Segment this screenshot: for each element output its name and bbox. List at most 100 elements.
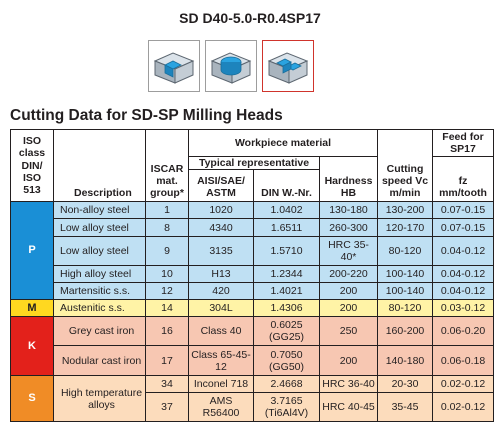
section-title: Cutting Data for SD-SP Milling Heads — [10, 107, 283, 124]
table-row: K Grey cast iron 16 Class 40 0.6025 (GG2… — [10, 316, 494, 377]
table-row: P Non-alloy steel 1 1020 1.0402 130-180 … — [10, 201, 494, 301]
cell-feed: 0.04-0.12 — [432, 236, 494, 267]
table-row: High alloy steel 10 H13 1.2344 200-220 1… — [11, 265, 494, 284]
cell-din: 1.0402 — [253, 201, 320, 220]
cell-aisi: 4340 — [188, 218, 254, 238]
cell-hardness: 260-300 — [319, 218, 378, 238]
insert-cutter-round-icon — [205, 40, 257, 92]
header-speed: Cutting speed Vc m/min — [377, 128, 433, 203]
cell-description: Low alloy steel — [53, 218, 146, 238]
table-row: S High temperature alloys 34 Inconel 718… — [10, 375, 494, 423]
cell-group: 14 — [145, 299, 189, 318]
iso-group-k: K — [10, 316, 54, 377]
table-row: Martensitic s.s. 12 420 1.4021 200 100-1… — [11, 282, 494, 301]
cell-group: 17 — [145, 345, 189, 377]
header-hardness: Hardness HB — [319, 155, 378, 203]
cell-speed: 80-120 — [377, 236, 433, 267]
cell-group: 16 — [145, 316, 189, 347]
cell-speed: 140-180 — [377, 345, 433, 377]
cell-aisi: 420 — [188, 282, 254, 301]
insert-cutter-selected-icon — [262, 40, 314, 92]
cell-feed: 0.06-0.18 — [432, 345, 494, 377]
cell-speed: 80-120 — [377, 299, 433, 318]
iso-group-s: S — [10, 375, 54, 423]
cell-hardness: HRC 36-40 — [319, 375, 378, 394]
cell-hardness: 200 — [319, 345, 378, 377]
cell-speed: 20-30 — [377, 375, 433, 394]
cell-din: 0.6025 (GG25) — [253, 316, 320, 347]
cell-hardness: 200 — [319, 299, 378, 318]
cell-din: 1.4306 — [253, 299, 320, 318]
cutting-data-table: ISO class DIN/ ISO 513 Description ISCAR… — [10, 128, 494, 423]
cell-hardness: 130-180 — [319, 201, 378, 220]
cell-aisi: Class 65-45-12 — [188, 345, 254, 377]
cell-description: Non-alloy steel — [53, 201, 146, 220]
cell-din: 3.7165 (Ti6Al4V) — [253, 392, 320, 423]
header-feed: fz mm/tooth — [432, 155, 494, 203]
cell-description: Low alloy steel — [53, 236, 146, 267]
cell-din: 2.4668 — [253, 375, 320, 394]
cell-aisi: 1020 — [188, 201, 254, 220]
cell-description: High alloy steel — [53, 265, 146, 284]
table-row: Low alloy steel 8 4340 1.6511 260-300 12… — [11, 218, 494, 238]
table-row: M Austenitic s.s. 14 304L 1.4306 200 80-… — [10, 299, 494, 318]
cell-feed: 0.02-0.12 — [432, 392, 494, 423]
cell-speed: 35-45 — [377, 392, 433, 423]
insert-cutter-icon — [148, 40, 200, 92]
cell-aisi: Inconel 718 — [188, 375, 254, 394]
cell-group: 34 — [145, 375, 189, 394]
insert-icons — [148, 40, 314, 92]
cell-speed: 120-170 — [377, 218, 433, 238]
cell-group: 8 — [145, 218, 189, 238]
cell-hardness: HRC 40-45 — [319, 392, 378, 423]
cell-hardness: 250 — [319, 316, 378, 347]
cell-description: Austenitic s.s. — [53, 299, 146, 318]
product-code: SD D40-5.0-R0.4SP17 — [179, 10, 321, 26]
cell-group: 9 — [145, 236, 189, 267]
cell-speed: 100-140 — [377, 282, 433, 301]
cell-aisi: H13 — [188, 265, 254, 284]
header-iscar: ISCAR mat. group* — [145, 128, 189, 203]
cell-description: Nodular cast iron — [53, 345, 146, 377]
cell-hardness: HRC 35-40* — [319, 236, 378, 267]
cell-group: 10 — [145, 265, 189, 284]
iso-group-m: M — [10, 299, 54, 318]
cell-feed: 0.07-0.15 — [432, 201, 494, 220]
table-row: Nodular cast iron 17 Class 65-45-12 0.70… — [11, 345, 494, 377]
cell-din: 1.2344 — [253, 265, 320, 284]
header-aisi: AISI/SAE/ ASTM — [188, 169, 254, 203]
cell-description: Martensitic s.s. — [53, 282, 146, 301]
cell-group: 37 — [145, 392, 189, 423]
header-feed-title: Feed for SP17 — [432, 129, 494, 157]
cell-speed: 130-200 — [377, 201, 433, 220]
header-typical: Typical representative — [188, 155, 320, 171]
cell-din: 0.7050 (GG50) — [253, 345, 320, 377]
table-row: Low alloy steel 9 3135 1.5710 HRC 35-40*… — [11, 236, 494, 267]
cell-speed: 160-200 — [377, 316, 433, 347]
table-row: 37 AMS R56400 3.7165 (Ti6Al4V) HRC 40-45… — [11, 392, 494, 423]
cell-din: 1.4021 — [253, 282, 320, 301]
cell-description: High temperature alloys — [53, 375, 146, 423]
header-iso: ISO class DIN/ ISO 513 — [10, 128, 54, 203]
cell-hardness: 200 — [319, 282, 378, 301]
cell-aisi: 304L — [188, 299, 254, 318]
cell-feed: 0.02-0.12 — [432, 375, 494, 394]
cell-aisi: AMS R56400 — [188, 392, 254, 423]
iso-group-p: P — [10, 201, 54, 301]
cell-feed: 0.03-0.12 — [432, 299, 494, 318]
cell-aisi: 3135 — [188, 236, 254, 267]
header-description: Description — [53, 128, 146, 203]
cell-group: 1 — [145, 201, 189, 220]
cell-din: 1.6511 — [253, 218, 320, 238]
cell-hardness: 200-220 — [319, 265, 378, 284]
header-din: DIN W.-Nr. — [253, 169, 320, 203]
header-workpiece: Workpiece material — [188, 129, 378, 157]
cell-din: 1.5710 — [253, 236, 320, 267]
cell-feed: 0.06-0.20 — [432, 316, 494, 347]
cell-aisi: Class 40 — [188, 316, 254, 347]
cell-feed: 0.04-0.12 — [432, 265, 494, 284]
cell-feed: 0.04-0.12 — [432, 282, 494, 301]
cell-speed: 100-140 — [377, 265, 433, 284]
cell-description: Grey cast iron — [53, 316, 146, 347]
cell-feed: 0.07-0.15 — [432, 218, 494, 238]
